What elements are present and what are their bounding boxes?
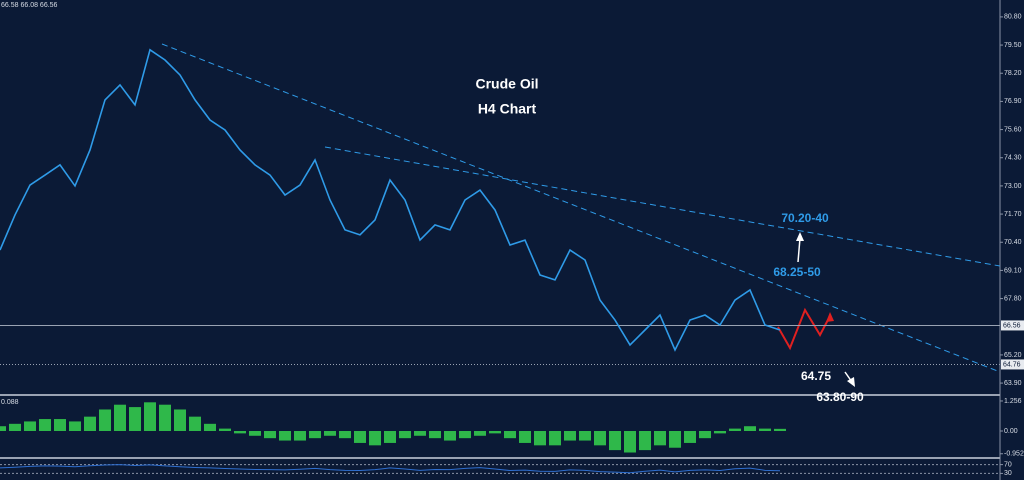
chart-subtitle: H4 Chart [478, 101, 537, 117]
y-tick-label: 30 [1004, 470, 1012, 477]
histogram-bar [234, 430, 246, 434]
histogram-bar [459, 430, 471, 439]
annotation: 70.20-40 [781, 211, 829, 225]
trendlines [161, 43, 1001, 373]
y-tick-label: 70.40 [1004, 239, 1022, 246]
y-tick-label: 79.50 [1004, 42, 1022, 49]
histogram-bar [669, 430, 681, 448]
y-tick-label: 75.60 [1004, 126, 1022, 133]
histogram-bar [504, 430, 516, 439]
annotation: 64.75 [801, 369, 831, 383]
histogram-bar [354, 430, 366, 443]
price-line-series [0, 464, 781, 474]
price-line-series [0, 48, 781, 352]
histogram-bar [474, 430, 486, 436]
histogram-bar [429, 430, 441, 439]
histogram-bar [534, 430, 546, 446]
y-tick-label: -0.952 [1004, 451, 1024, 458]
histogram-bar [549, 430, 561, 446]
histogram-bar [744, 426, 756, 431]
histogram-bar [249, 430, 261, 436]
histogram-bar [264, 430, 276, 439]
histogram-bar [594, 430, 606, 446]
histogram-bar [774, 428, 786, 431]
histogram-bar [444, 430, 456, 441]
y-tick-label: 1.256 [1004, 398, 1022, 405]
y-tick-label: 71.70 [1004, 211, 1022, 218]
y-tick-label: 63.90 [1004, 380, 1022, 387]
histogram-bar [384, 430, 396, 443]
price-box [1001, 320, 1024, 331]
histogram-bar [399, 430, 411, 439]
histogram-bar [624, 430, 636, 453]
chart-title: Crude Oil [475, 76, 538, 92]
arrowhead [796, 232, 804, 241]
y-tick-label: 67.80 [1004, 295, 1022, 302]
projection-arrowhead [826, 312, 834, 322]
histogram-bar [654, 430, 666, 446]
histogram-bar [639, 430, 651, 451]
arrow [797, 237, 801, 263]
histogram-bar [159, 404, 171, 431]
trendline [324, 146, 1001, 267]
y-tick-label: 70 [1004, 461, 1012, 468]
y-tick-label: 76.90 [1004, 98, 1022, 105]
plot-background [0, 0, 1000, 480]
histogram-bar [759, 428, 771, 431]
histogram-bar [609, 430, 621, 451]
projection-path [777, 307, 831, 351]
histogram-bar [114, 404, 126, 431]
histogram-bar [9, 423, 21, 431]
y-tick-label: 69.10 [1004, 267, 1022, 274]
histogram-bar [99, 409, 111, 431]
histogram-bar [219, 428, 231, 431]
histogram-bar [729, 428, 741, 431]
price-label: 64.76 [1003, 361, 1021, 368]
histogram-bar [339, 430, 351, 439]
y-tick-label: 74.30 [1004, 155, 1022, 162]
histogram-bar [699, 430, 711, 439]
histogram-bar [54, 419, 66, 431]
histogram-bar [24, 421, 36, 431]
histogram-bar [84, 416, 96, 431]
y-tick-label: 80.80 [1004, 14, 1022, 21]
histogram-bar [714, 430, 726, 434]
arrowhead [847, 377, 855, 387]
histogram-bar [579, 430, 591, 441]
histogram-bar [279, 430, 291, 441]
histogram-bar [489, 430, 501, 434]
y-tick-label: 0.00 [1004, 428, 1018, 435]
y-tick-label: 78.20 [1004, 70, 1022, 77]
histogram-bar [414, 430, 426, 436]
annotation: 68.25-50 [773, 265, 821, 279]
y-tick-label: 65.20 [1004, 352, 1022, 359]
y-tick-label: 73.00 [1004, 183, 1022, 190]
histogram-bar [294, 430, 306, 441]
histogram-bar [174, 409, 186, 431]
histogram-bar [564, 430, 576, 441]
histogram-bar [129, 407, 141, 431]
histogram-bar [69, 421, 81, 431]
histogram-bar [0, 426, 6, 431]
histogram-bar [684, 430, 696, 443]
price-box [1001, 359, 1024, 370]
histogram-bar [309, 430, 321, 439]
price-label: 66.56 [1003, 322, 1021, 329]
indicator-label: 0.088 [1, 399, 19, 406]
histogram-bar [369, 430, 381, 446]
annotation: 63.80-90 [816, 390, 864, 404]
histogram-bar [39, 419, 51, 431]
histogram-bar [144, 402, 156, 431]
histogram-bar [324, 430, 336, 436]
histogram-bar [204, 423, 216, 431]
info-text: 66.58 66.08 66.56 [1, 2, 58, 9]
histogram-bar [189, 416, 201, 431]
histogram-bar [519, 430, 531, 443]
